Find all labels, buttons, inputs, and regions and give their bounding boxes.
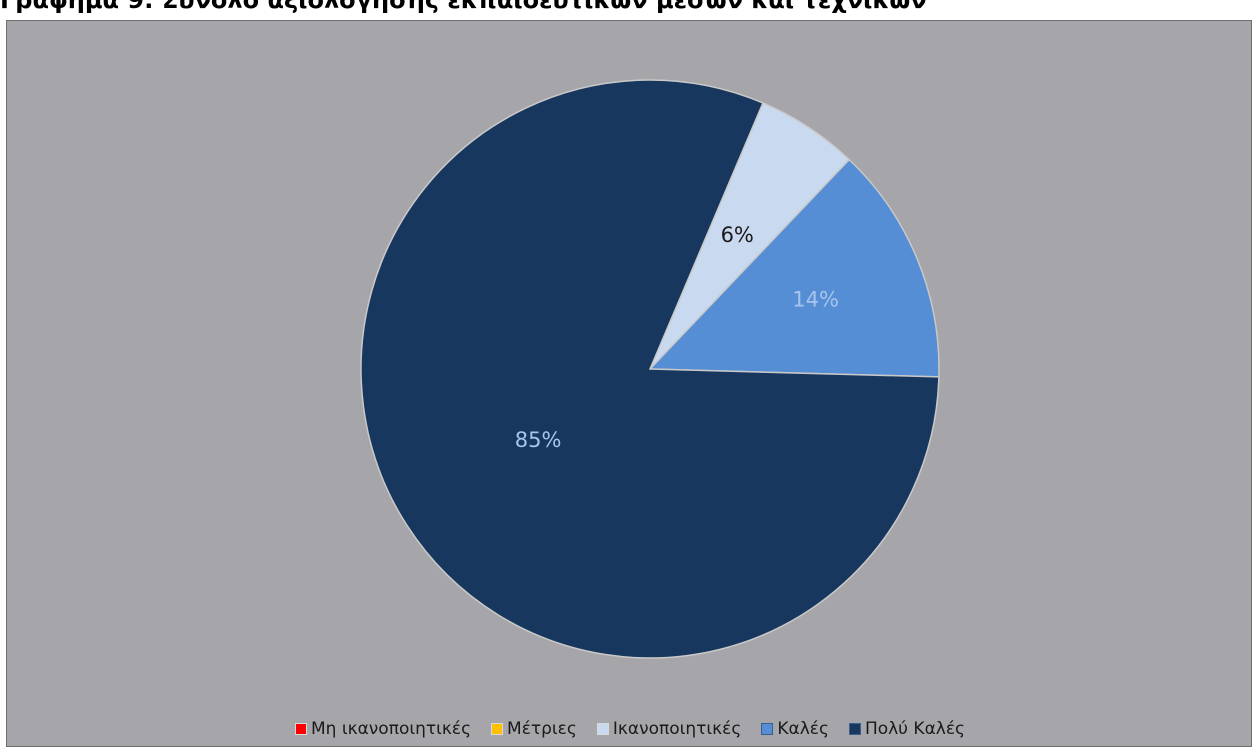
legend-swatch xyxy=(491,723,504,735)
legend-item-mi-ikanopoiitikes: Μη ικανοποιητικές xyxy=(294,719,472,739)
pie-chart: 6% 14% 85% xyxy=(360,79,940,659)
pie-slice-3 xyxy=(648,158,940,378)
chart-area: 6% 14% 85% Μη ικανοποιητικές Μέτριες Ικανο… xyxy=(6,20,1252,747)
data-label-3: 14% xyxy=(792,288,839,312)
data-label-4: 85% xyxy=(515,428,562,452)
legend-swatch xyxy=(761,723,774,735)
legend-label: Καλές xyxy=(777,719,829,739)
legend-item-poly-kales: Πολύ Καλές xyxy=(848,719,966,739)
pie-slice-4 xyxy=(360,79,940,659)
legend-label: Πολύ Καλές xyxy=(864,719,966,739)
legend-swatch xyxy=(596,723,609,735)
data-label-2: 6% xyxy=(721,223,754,247)
legend: Μη ικανοποιητικές Μέτριες Ικανοποιητικές… xyxy=(7,719,1253,739)
legend-label: Ικανοποιητικές xyxy=(612,719,742,739)
legend-label: Μέτριες xyxy=(507,719,577,739)
legend-swatch xyxy=(294,723,307,735)
legend-item-ikanopoiitikes: Ικανοποιητικές xyxy=(596,719,742,739)
legend-label: Μη ικανοποιητικές xyxy=(310,719,472,739)
chart-title: Γράφημα 9: Σύνολο αξιολόγησης εκπαιδευτι… xyxy=(0,0,927,14)
legend-swatch xyxy=(848,723,861,735)
legend-item-metries: Μέτριες xyxy=(491,719,577,739)
legend-item-kales: Καλές xyxy=(761,719,829,739)
